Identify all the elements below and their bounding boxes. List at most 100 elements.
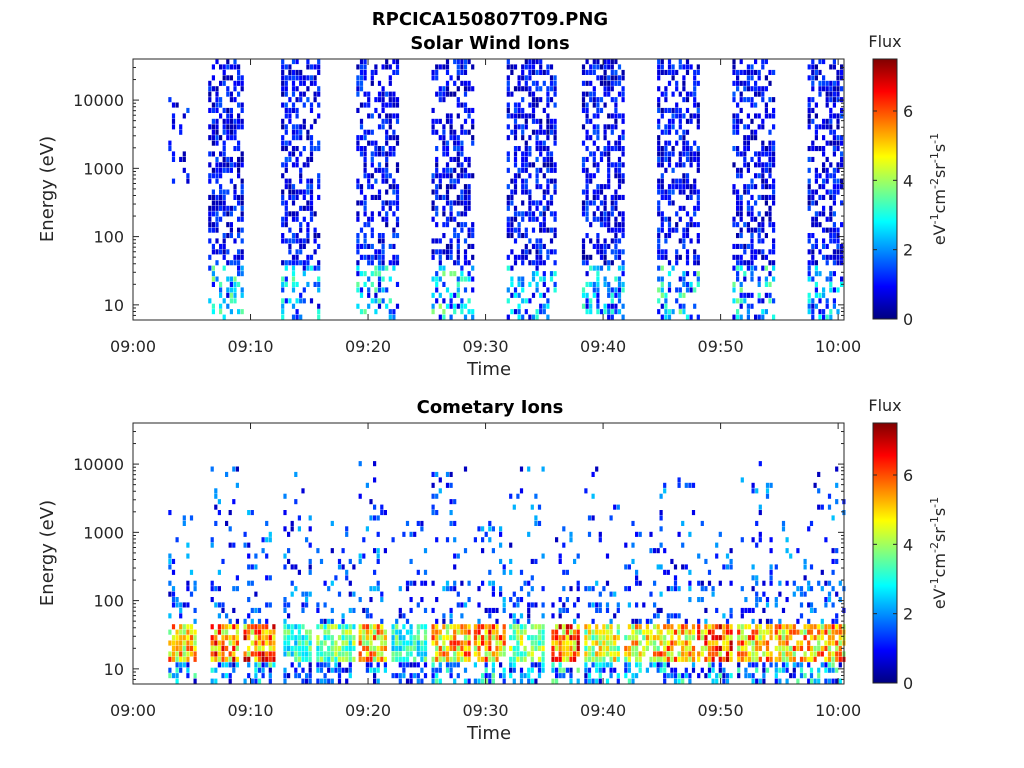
flux-cell xyxy=(330,656,334,662)
flux-cell xyxy=(682,184,686,190)
flux-cell xyxy=(530,645,534,651)
flux-cell xyxy=(228,526,232,532)
flux-cell xyxy=(306,200,310,206)
flux-cell xyxy=(746,200,750,206)
flux-cell xyxy=(725,564,730,570)
flux-cell xyxy=(645,645,649,651)
flux-cell xyxy=(506,298,510,304)
flux-cell xyxy=(605,553,610,559)
flux-cell xyxy=(827,635,832,641)
flux-cell xyxy=(449,586,453,592)
flux-cell xyxy=(345,678,349,684)
flux-cell xyxy=(268,640,272,646)
flux-cell xyxy=(182,629,186,635)
flux-cell xyxy=(456,113,460,119)
flux-cell xyxy=(330,635,334,641)
flux-cell xyxy=(247,580,251,586)
flux-cell xyxy=(528,86,532,92)
flux-cell xyxy=(649,635,653,641)
flux-cell xyxy=(363,162,367,168)
flux-cell xyxy=(744,667,748,673)
flux-cell xyxy=(435,629,439,635)
flux-cell xyxy=(449,238,453,244)
flux-cell xyxy=(226,124,230,130)
flux-cell xyxy=(539,118,543,124)
flux-cell xyxy=(186,656,190,662)
flux-cell xyxy=(186,640,190,646)
flux-cell xyxy=(607,156,611,162)
flux-cell xyxy=(217,629,221,635)
flux-cell xyxy=(827,493,832,499)
flux-cell xyxy=(725,645,730,651)
flux-cell xyxy=(813,624,817,630)
flux-cell xyxy=(513,162,518,168)
flux-cell xyxy=(739,69,743,75)
flux-cell xyxy=(678,287,682,293)
flux-cell xyxy=(395,645,399,651)
flux-cell xyxy=(363,238,367,244)
flux-cell xyxy=(499,542,503,548)
flux-cell xyxy=(663,569,667,575)
flux-cell xyxy=(617,135,622,141)
flux-cell xyxy=(473,651,477,657)
flux-cell xyxy=(614,276,618,282)
flux-cell xyxy=(502,597,506,603)
flux-cell xyxy=(306,189,310,195)
flux-cell xyxy=(693,222,697,228)
flux-cell xyxy=(232,607,236,613)
flux-cell xyxy=(438,477,442,483)
flux-cell xyxy=(685,118,690,124)
flux-cell xyxy=(535,167,539,173)
flux-cell xyxy=(171,124,176,130)
flux-cell xyxy=(495,656,499,662)
flux-cell xyxy=(381,276,385,282)
flux-cell xyxy=(395,635,399,641)
flux-cell xyxy=(589,97,593,103)
flux-cell xyxy=(535,216,539,222)
flux-cell xyxy=(607,309,611,315)
flux-cell xyxy=(781,667,786,673)
flux-cell xyxy=(463,287,468,293)
flux-cell xyxy=(585,205,589,211)
flux-cell xyxy=(772,162,776,168)
flux-cell xyxy=(761,222,765,228)
flux-cell xyxy=(832,80,836,86)
flux-cell xyxy=(381,151,385,157)
flux-cell xyxy=(398,635,402,641)
flux-cell xyxy=(442,64,446,70)
flux-cell xyxy=(673,673,678,679)
flux-cell xyxy=(715,624,719,630)
flux-cell xyxy=(233,86,237,92)
flux-cell xyxy=(367,102,371,108)
flux-cell xyxy=(667,216,672,222)
flux-cell xyxy=(405,520,410,526)
flux-cell xyxy=(281,216,285,222)
flux-cell xyxy=(539,276,543,282)
flux-cell xyxy=(413,656,417,662)
flux-cell xyxy=(463,184,468,190)
flux-cell xyxy=(656,651,660,657)
flux-cell xyxy=(755,597,759,603)
flux-cell xyxy=(226,135,230,141)
flux-cell xyxy=(534,520,538,526)
flux-cell xyxy=(666,613,670,619)
flux-cell xyxy=(334,645,338,651)
flux-cell xyxy=(746,184,750,190)
flux-cell xyxy=(211,173,215,179)
flux-cell xyxy=(796,662,800,668)
flux-cell xyxy=(250,629,254,635)
flux-cell xyxy=(746,243,750,249)
flux-cell xyxy=(499,651,503,657)
flux-cell xyxy=(306,205,310,211)
flux-cell xyxy=(631,645,635,651)
flux-cell xyxy=(352,564,356,570)
flux-cell xyxy=(649,629,653,635)
flux-cell xyxy=(521,97,525,103)
flux-cell xyxy=(740,586,744,592)
flux-cell xyxy=(308,640,312,646)
flux-cell xyxy=(208,178,212,184)
flux-cell xyxy=(792,629,796,635)
flux-cell xyxy=(299,222,303,228)
flux-cell xyxy=(751,482,755,488)
flux-cell xyxy=(380,597,384,603)
